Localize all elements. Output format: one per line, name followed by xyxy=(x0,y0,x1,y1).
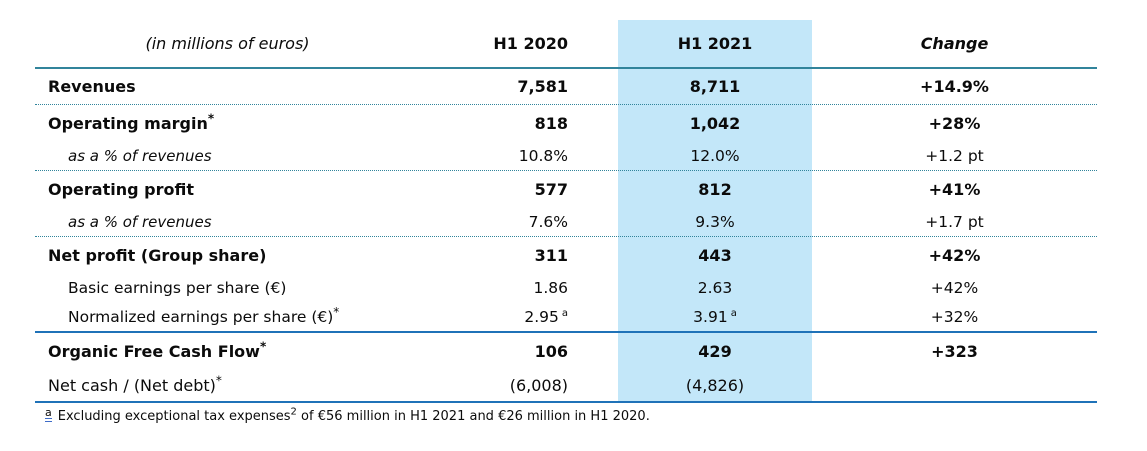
value-change: +14.9% xyxy=(920,77,989,96)
row-label: Basic earnings per share (€) xyxy=(68,279,287,297)
value-h1-2021: 8,711 xyxy=(689,77,741,96)
table-row: Organic Free Cash Flow* 106 429 +323 xyxy=(35,333,1097,369)
value-h1-2020: 818 xyxy=(534,113,568,133)
value-change: +42% xyxy=(928,245,981,265)
column-spacer xyxy=(568,351,618,352)
footnote: a Excluding exceptional tax expenses2 of … xyxy=(45,406,650,426)
column-spacer xyxy=(568,317,618,318)
value-change: +323 xyxy=(931,341,978,361)
value-change: +28% xyxy=(928,113,981,133)
value-h1-2021: 429 xyxy=(698,341,732,361)
financial-results-table: (in millions of euros) H1 2020 H1 2021 C… xyxy=(35,20,1097,403)
row-label: Revenues xyxy=(48,77,136,96)
value-h1-2021: 812 xyxy=(698,179,732,199)
column-spacer xyxy=(568,221,618,222)
table-header-row: (in millions of euros) H1 2020 H1 2021 C… xyxy=(35,20,1097,69)
unit-label: (in millions of euros) xyxy=(145,34,310,53)
table-row: as a % of revenues 10.8% 12.0% +1.2 pt xyxy=(35,141,1097,171)
column-spacer xyxy=(568,43,618,44)
column-header-h1-2021: H1 2021 xyxy=(677,34,753,53)
table-row: Revenues 7,581 8,711 +14.9% xyxy=(35,69,1097,105)
footnote-text-tail: of €56 million in H1 2021 and €26 millio… xyxy=(296,409,650,424)
table-row: Net profit (Group share) 311 443 +42% xyxy=(35,237,1097,273)
value-change xyxy=(812,385,1097,386)
value-h1-2020: 7.6% xyxy=(528,212,568,231)
column-spacer xyxy=(568,385,618,386)
column-spacer xyxy=(568,123,618,124)
value-h1-2020: 2.95 a xyxy=(524,307,568,326)
asterisk-superscript: * xyxy=(215,373,222,388)
value-h1-2021: 12.0% xyxy=(690,146,740,165)
value-change: +32% xyxy=(930,308,979,326)
column-spacer xyxy=(568,288,618,289)
footnote-a-superscript: a xyxy=(561,307,568,319)
table-row: Normalized earnings per share (€)* 2.95 a… xyxy=(35,303,1097,333)
value-h1-2021: 2.63 xyxy=(697,279,733,297)
value-change: +42% xyxy=(930,279,979,297)
value-h1-2020: (6,008) xyxy=(509,375,568,395)
footnote-marker: a xyxy=(45,407,52,422)
value-h1-2021: 1,042 xyxy=(689,113,741,133)
row-label: as a % of revenues xyxy=(68,212,212,231)
value-change: +41% xyxy=(928,179,981,199)
table-row: as a % of revenues 7.6% 9.3% +1.7 pt xyxy=(35,207,1097,237)
asterisk-superscript: * xyxy=(207,111,215,126)
value-h1-2021: 3.91 a xyxy=(693,307,737,326)
value-h1-2020: 106 xyxy=(534,341,568,361)
asterisk-superscript: * xyxy=(333,304,340,319)
value-h1-2020: 311 xyxy=(534,245,568,265)
table-row: Net cash / (Net debt)* (6,008) (4,826) xyxy=(35,369,1097,403)
row-label: Operating profit xyxy=(48,179,194,199)
value-h1-2021: (4,826) xyxy=(685,375,745,395)
table-row: Operating margin* 818 1,042 +28% xyxy=(35,105,1097,141)
row-label: as a % of revenues xyxy=(68,146,212,165)
column-header-change: Change xyxy=(920,34,989,53)
footnote-ref-2: 2 xyxy=(290,406,297,418)
column-header-h1-2020: H1 2020 xyxy=(493,34,568,53)
value-h1-2020: 1.86 xyxy=(533,279,568,297)
column-spacer xyxy=(568,155,618,156)
value-h1-2020: 10.8% xyxy=(518,146,568,165)
value-h1-2020: 577 xyxy=(534,179,568,199)
row-label: Net cash / (Net debt)* xyxy=(48,373,222,395)
asterisk-superscript: * xyxy=(259,339,267,354)
row-label: Net profit (Group share) xyxy=(48,245,267,265)
table-row: Basic earnings per share (€) 1.86 2.63 +… xyxy=(35,273,1097,303)
column-spacer xyxy=(568,86,618,87)
value-change: +1.7 pt xyxy=(925,212,984,231)
footnote-text: Excluding exceptional tax expenses xyxy=(57,409,291,424)
value-change: +1.2 pt xyxy=(925,146,984,165)
row-label: Organic Free Cash Flow* xyxy=(48,339,267,361)
row-label: Operating margin* xyxy=(48,111,215,133)
value-h1-2021: 9.3% xyxy=(695,212,735,231)
value-h1-2020: 7,581 xyxy=(517,77,568,96)
column-spacer xyxy=(568,255,618,256)
table-row: Operating profit 577 812 +41% xyxy=(35,171,1097,207)
footnote-a-superscript: a xyxy=(730,307,737,319)
value-h1-2021: 443 xyxy=(698,245,732,265)
column-spacer xyxy=(568,189,618,190)
row-label: Normalized earnings per share (€)* xyxy=(68,304,340,326)
h1-2021-highlight-band xyxy=(618,20,812,403)
